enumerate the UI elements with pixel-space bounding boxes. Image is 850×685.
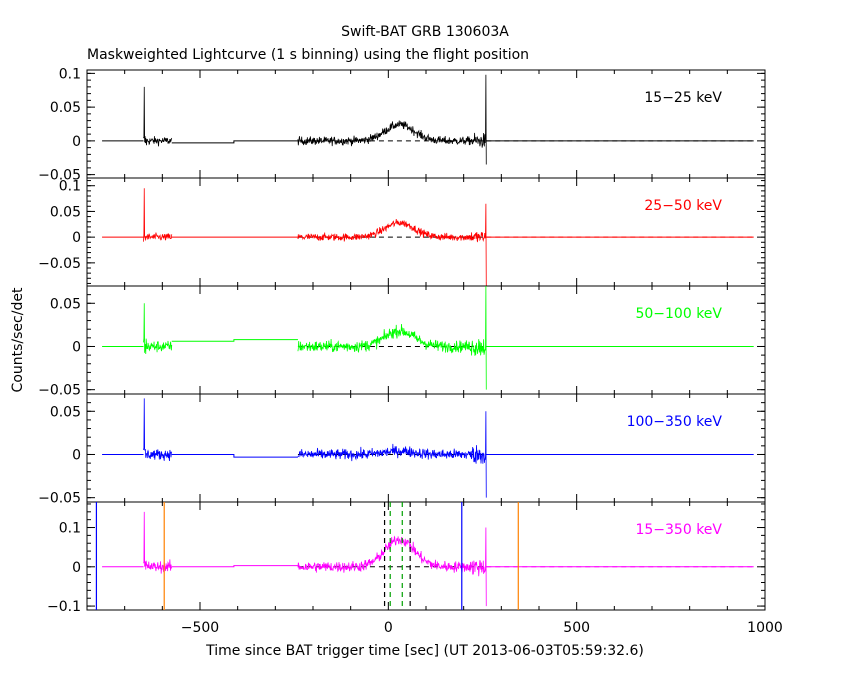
lightcurve-series	[143, 303, 173, 355]
x-tick-label: 1000	[747, 620, 783, 636]
y-tick-label: 0.1	[59, 179, 81, 195]
band-label: 25−50 keV	[644, 198, 722, 214]
y-tick-label: 0	[72, 339, 81, 355]
panel-5: −0.1 0 0.1 15−350 keV	[47, 501, 766, 615]
lightcurve-series	[297, 411, 487, 498]
y-tick-label: 0	[72, 560, 81, 576]
band-label: 100−350 keV	[627, 414, 723, 430]
y-tick-label: 0.1	[59, 521, 81, 537]
y-tick-label: −0.05	[38, 383, 81, 399]
flat-baseline	[171, 140, 298, 144]
y-tick-label: 0	[72, 447, 81, 463]
y-tick-label: 0.05	[50, 204, 81, 220]
lightcurve-series	[297, 203, 487, 287]
band-label: 15−350 keV	[635, 522, 722, 538]
lightcurve-series	[143, 86, 173, 147]
x-axis-label: Time since BAT trigger time [sec] (UT 20…	[205, 643, 644, 659]
lightcurve-series	[143, 511, 173, 574]
panel-frame	[86, 501, 766, 611]
y-tick-label: 0.05	[50, 404, 81, 420]
flat-baseline	[171, 565, 298, 568]
panel-frame	[86, 69, 766, 179]
band-label: 50−100 keV	[635, 306, 722, 322]
panel-2: −0.05 0 0.05 0.1 25−50 keV	[38, 177, 766, 287]
panel-3: −0.05 0 0.05 50−100 keV	[38, 285, 766, 399]
panel-frame	[86, 285, 766, 395]
y-tick-label: 0.05	[50, 100, 81, 116]
chart-subtitle: Maskweighted Lightcurve (1 s binning) us…	[87, 47, 529, 63]
band-label: 15−25 keV	[644, 90, 722, 106]
panel-4: −0.05 0 0.05 100−350 keV	[38, 393, 766, 507]
y-axis-label: Counts/sec/det	[10, 287, 26, 392]
x-tick-label: 500	[563, 620, 590, 636]
y-tick-label: 0.1	[59, 66, 81, 82]
y-tick-label: −0.05	[38, 256, 81, 272]
panel-frame	[86, 393, 766, 503]
lightcurve-series	[297, 527, 487, 607]
lightcurve-series	[297, 285, 487, 390]
flat-baseline	[171, 339, 298, 342]
x-tick-label: 0	[384, 620, 393, 636]
y-tick-label: 0	[72, 134, 81, 150]
y-tick-label: 0.05	[50, 296, 81, 312]
x-tick-label: −500	[181, 620, 219, 636]
panel-frame	[86, 177, 766, 287]
lightcurve-series	[297, 74, 487, 165]
flat-baseline	[171, 453, 298, 458]
panel-1: −0.05 0 0.05 0.1 15−25 keV	[38, 66, 766, 184]
panel-stack: −0.05 0 0.05 0.1 15−25 keV −0.05 0 0.05 0.1 25−50…	[38, 66, 783, 636]
y-tick-label: −0.05	[38, 168, 81, 184]
lightcurve-series	[143, 398, 173, 462]
chart-title: Swift-BAT GRB 130603A	[341, 24, 509, 40]
y-tick-label: −0.05	[38, 491, 81, 507]
y-tick-label: −0.1	[47, 599, 81, 615]
y-tick-label: 0	[72, 230, 81, 246]
lightcurve-series	[143, 188, 173, 242]
